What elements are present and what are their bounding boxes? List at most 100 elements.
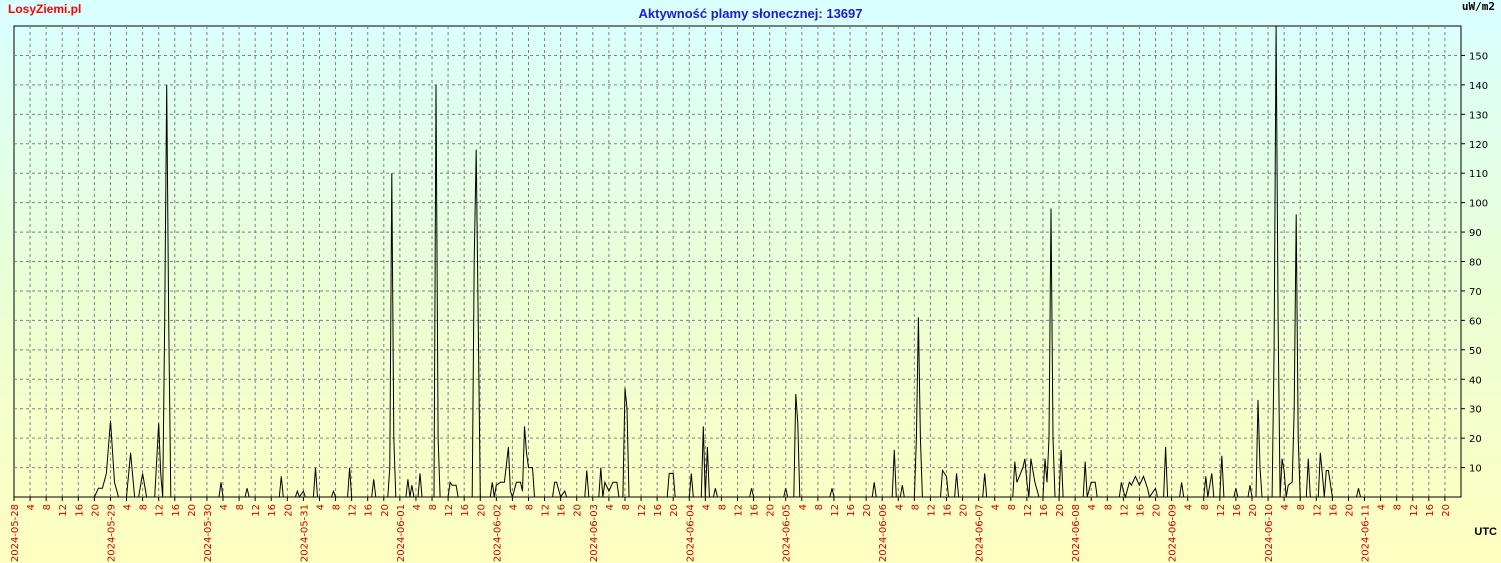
- x-tick-label: 4: [605, 504, 616, 510]
- y-tick-label: 90: [1469, 228, 1482, 239]
- x-tick-label: 12: [348, 504, 359, 517]
- y-tick-label: 130: [1469, 110, 1488, 121]
- x-tick-label: 8: [235, 504, 246, 510]
- x-tick-label: 16: [1232, 504, 1243, 517]
- x-tick-label: 4: [1087, 504, 1098, 510]
- x-tick-label: 2024-06-06: [878, 504, 889, 562]
- x-tick-label: 20: [862, 504, 873, 517]
- x-tick-label: 4: [991, 504, 1002, 510]
- x-tick-label: 16: [1039, 504, 1050, 517]
- x-tick-label: 8: [1296, 504, 1307, 510]
- y-tick-label: 10: [1469, 464, 1482, 475]
- x-tick-label: 8: [1393, 504, 1404, 510]
- x-tick-label: 12: [1312, 504, 1323, 517]
- x-tick-label: 20: [283, 504, 294, 517]
- x-tick-label: 12: [1119, 504, 1130, 517]
- x-tick-label: 20: [1055, 504, 1066, 517]
- x-tick-label: 2024-06-10: [1264, 504, 1275, 562]
- chart-title: Aktywność plamy słonecznej: 13697: [638, 6, 863, 21]
- x-tick-label: 4: [219, 504, 230, 510]
- x-axis-label: UTC: [1474, 526, 1497, 538]
- x-tick-label: 4: [412, 504, 423, 510]
- y-tick-label: 20: [1469, 434, 1482, 445]
- x-tick-label: 20: [1441, 504, 1452, 517]
- x-tick-label: 12: [1216, 504, 1227, 517]
- x-tick-label: 2024-05-31: [299, 504, 310, 562]
- x-tick-label: 4: [26, 504, 37, 510]
- y-tick-label: 120: [1469, 140, 1488, 151]
- x-tick-label: 2024-06-01: [396, 504, 407, 562]
- y-tick-label: 80: [1469, 258, 1482, 269]
- y-tick-label: 30: [1469, 405, 1482, 416]
- x-tick-label: 12: [444, 504, 455, 517]
- x-tick-label: 20: [573, 504, 584, 517]
- x-tick-label: 8: [814, 504, 825, 510]
- x-tick-label: 16: [653, 504, 664, 517]
- x-tick-label: 16: [1425, 504, 1436, 517]
- x-tick-label: 4: [798, 504, 809, 510]
- site-logo-text: LosyZiemi.pl: [8, 2, 82, 16]
- x-tick-label: 12: [1023, 504, 1034, 517]
- x-tick-label: 2024-06-11: [1361, 504, 1372, 562]
- x-tick-label: 2024-06-02: [492, 504, 503, 562]
- x-tick-label: 20: [1248, 504, 1259, 517]
- x-tick-label: 2024-05-30: [203, 504, 214, 562]
- x-tick-label: 16: [750, 504, 761, 517]
- x-tick-label: 16: [943, 504, 954, 517]
- y-tick-label: 100: [1469, 199, 1488, 210]
- x-tick-label: 12: [926, 504, 937, 517]
- x-tick-label: 20: [766, 504, 777, 517]
- x-tick-label: 2024-06-07: [975, 504, 986, 562]
- x-tick-label: 16: [1135, 504, 1146, 517]
- x-tick-label: 8: [428, 504, 439, 510]
- x-tick-label: 20: [1152, 504, 1163, 517]
- x-tick-label: 8: [910, 504, 921, 510]
- x-tick-label: 8: [139, 504, 150, 510]
- x-tick-label: 2024-06-05: [782, 504, 793, 562]
- x-tick-label: 16: [364, 504, 375, 517]
- x-tick-label: 16: [267, 504, 278, 517]
- x-tick-label: 16: [74, 504, 85, 517]
- x-tick-label: 2024-05-28: [10, 504, 21, 562]
- y-tick-label: 50: [1469, 346, 1482, 357]
- x-tick-label: 12: [541, 504, 552, 517]
- x-tick-label: 12: [58, 504, 69, 517]
- x-tick-label: 20: [187, 504, 198, 517]
- x-tick-label: 2024-05-29: [106, 504, 117, 562]
- x-tick-label: 4: [123, 504, 134, 510]
- x-tick-label: 12: [155, 504, 166, 517]
- x-tick-label: 2024-06-04: [685, 504, 696, 562]
- x-tick-label: 4: [1280, 504, 1291, 510]
- x-tick-label: 8: [717, 504, 728, 510]
- x-tick-label: 16: [557, 504, 568, 517]
- x-tick-label: 2024-06-09: [1168, 504, 1179, 562]
- x-tick-label: 4: [315, 504, 326, 510]
- x-tick-label: 2024-06-03: [589, 504, 600, 562]
- x-tick-label: 12: [734, 504, 745, 517]
- x-tick-label: 8: [42, 504, 53, 510]
- x-tick-label: 8: [332, 504, 343, 510]
- x-tick-label: 20: [959, 504, 970, 517]
- x-tick-label: 4: [1377, 504, 1388, 510]
- x-tick-label: 16: [846, 504, 857, 517]
- x-tick-label: 20: [380, 504, 391, 517]
- x-tick-label: 20: [1344, 504, 1355, 517]
- x-tick-label: 8: [524, 504, 535, 510]
- x-tick-label: 4: [894, 504, 905, 510]
- x-tick-label: 8: [1007, 504, 1018, 510]
- x-tick-label: 12: [251, 504, 262, 517]
- x-tick-label: 2024-06-08: [1071, 504, 1082, 562]
- x-tick-label: 8: [1103, 504, 1114, 510]
- x-tick-label: 4: [508, 504, 519, 510]
- x-tick-label: 16: [1328, 504, 1339, 517]
- x-tick-label: 16: [460, 504, 471, 517]
- y-tick-label: 140: [1469, 81, 1488, 92]
- y-tick-label: 110: [1469, 169, 1488, 180]
- x-tick-label: 20: [669, 504, 680, 517]
- x-tick-label: 12: [1409, 504, 1420, 517]
- x-tick-label: 8: [621, 504, 632, 510]
- x-tick-label: 12: [830, 504, 841, 517]
- y-tick-label: 40: [1469, 375, 1482, 386]
